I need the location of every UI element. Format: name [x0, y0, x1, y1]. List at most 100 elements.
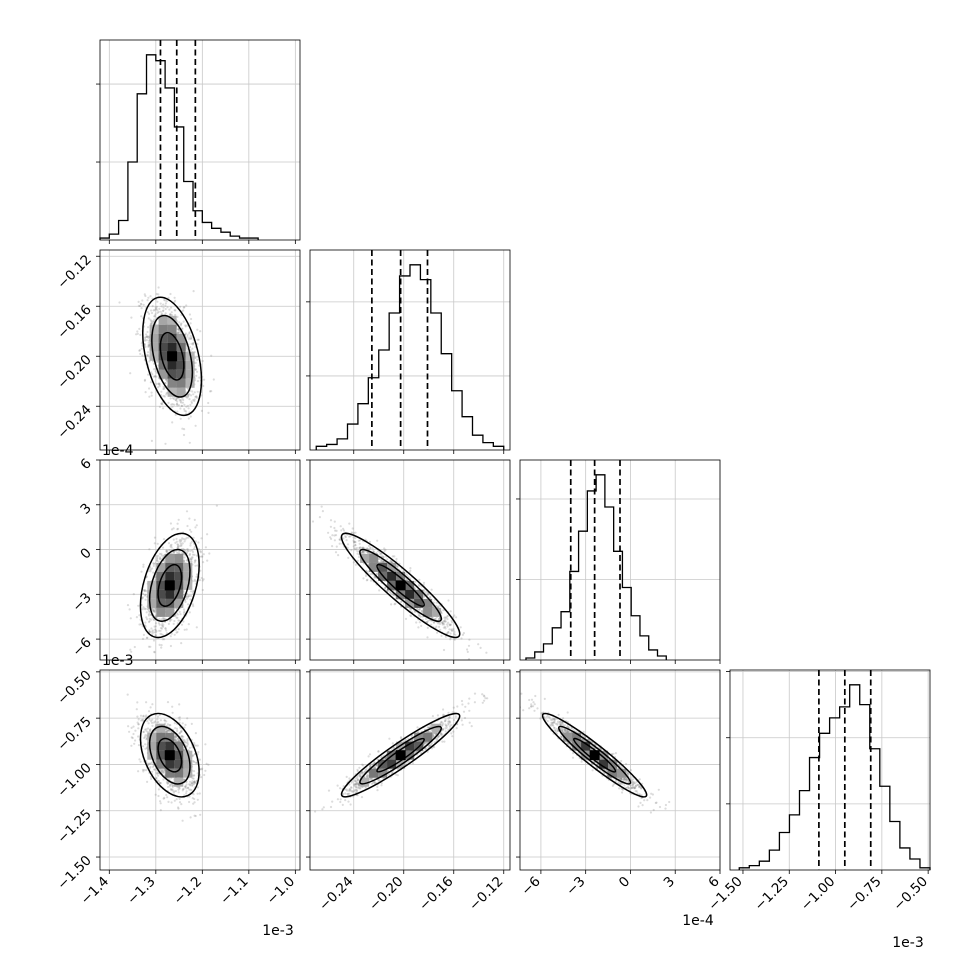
scatter-point [444, 635, 447, 638]
scatter-point [358, 546, 361, 549]
scatter-point [176, 527, 180, 530]
scatter-point [177, 328, 180, 331]
scatter-point [160, 554, 163, 557]
scatter-point [165, 391, 168, 394]
scatter-point [169, 397, 172, 400]
scatter-point [447, 599, 450, 602]
density-panel-0-2-bg [100, 460, 300, 660]
scatter-point [152, 571, 155, 574]
scatter-point [193, 553, 196, 557]
scatter-point [452, 627, 455, 630]
scatter-point [435, 601, 438, 604]
density-cell [165, 553, 175, 563]
scatter-point [152, 368, 156, 371]
scatter-point [167, 729, 170, 732]
scatter-point [321, 510, 324, 513]
scatter-point [356, 559, 359, 562]
scatter-point [153, 631, 156, 634]
scatter-point [178, 540, 181, 543]
scatter-point [164, 312, 167, 315]
scatter-point [368, 540, 372, 544]
scatter-point [164, 627, 167, 630]
scatter-point [154, 307, 157, 310]
scatter-point [195, 524, 198, 527]
scatter-point [424, 617, 428, 621]
scatter-point [170, 528, 174, 531]
scatter-point [191, 591, 195, 594]
scatter-point [329, 519, 333, 522]
scatter-point [426, 636, 429, 639]
scatter-point [184, 324, 187, 327]
scatter-point [156, 772, 159, 775]
density-cell [156, 607, 166, 617]
scatter-point [176, 546, 179, 549]
scatter-point [442, 609, 445, 612]
scatter-point [156, 311, 159, 314]
scatter-point [184, 325, 187, 328]
scatter-point [183, 428, 186, 431]
scatter-point [375, 572, 378, 575]
scatter-point [171, 421, 174, 424]
scatter-point [154, 629, 157, 632]
scatter-point [183, 748, 186, 752]
scatter-point [192, 760, 195, 763]
scatter-point [426, 626, 429, 630]
scatter-point [420, 609, 423, 613]
scatter-point [348, 522, 351, 525]
scatter-point [151, 770, 154, 773]
scatter-point [191, 343, 194, 346]
scatter-point [414, 580, 417, 584]
scatter-point [148, 620, 151, 623]
scatter-point [352, 531, 355, 534]
scatter-point [193, 391, 196, 394]
scatter-point [147, 608, 150, 611]
scatter-point [455, 616, 458, 619]
scatter-point [175, 727, 179, 730]
scatter-point [194, 564, 197, 567]
density-cell [156, 562, 166, 572]
scatter-point [426, 592, 429, 595]
scatter-point [143, 768, 146, 772]
scatter-point [192, 605, 195, 608]
scatter-point [153, 625, 156, 628]
scatter-point [145, 611, 148, 614]
scatter-point [156, 300, 159, 303]
scatter-point [383, 550, 386, 553]
scatter-point [186, 324, 189, 327]
scatter-point [176, 332, 179, 335]
scatter-point [169, 544, 172, 547]
scatter-point [140, 347, 143, 350]
scatter-point [186, 404, 190, 407]
scatter-point [177, 331, 180, 334]
scatter-point [179, 407, 182, 410]
scatter-point [147, 762, 151, 765]
scatter-point [353, 548, 356, 551]
density-panel-0-2-content [126, 504, 218, 654]
scatter-point [447, 621, 450, 624]
scatter-point [353, 540, 357, 544]
scatter-point [158, 629, 161, 632]
density-panel-0-1-content [118, 286, 215, 445]
scatter-point [150, 630, 154, 633]
scatter-point [167, 622, 170, 626]
scatter-point [422, 581, 426, 584]
density-cell [405, 598, 415, 608]
scatter-point [193, 545, 196, 549]
scatter-point [137, 744, 141, 747]
scatter-point [438, 622, 442, 626]
scatter-point [347, 556, 350, 560]
scatter-point [181, 397, 184, 400]
scatter-point [179, 540, 183, 543]
scatter-point [145, 616, 148, 619]
density-cell [414, 598, 424, 608]
scatter-point [158, 405, 161, 408]
scatter-point [139, 760, 142, 763]
scatter-point [169, 292, 172, 296]
scatter-point [155, 777, 158, 780]
scatter-point [185, 551, 189, 554]
scatter-point [144, 608, 147, 611]
scatter-point [174, 399, 178, 402]
scatter-point [195, 554, 199, 557]
scatter-point [162, 387, 165, 391]
scatter-point [149, 570, 152, 573]
